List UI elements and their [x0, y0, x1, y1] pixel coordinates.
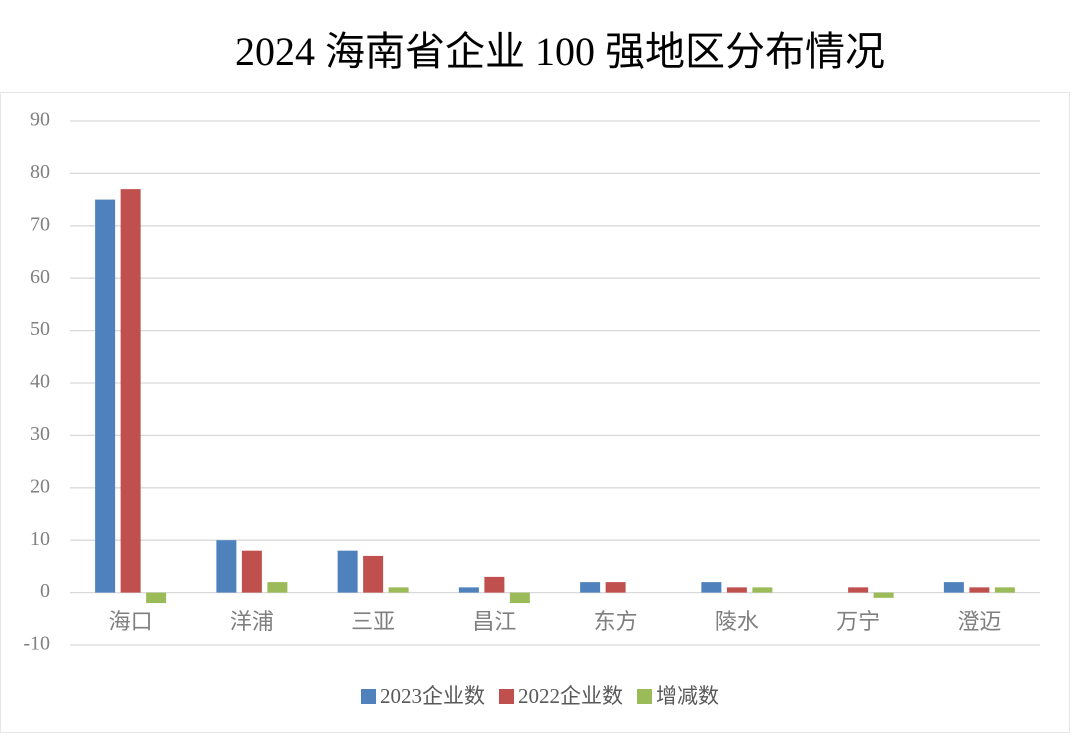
- x-tick-label: 昌江: [472, 609, 516, 634]
- chart-title: 2024 海南省企业 100 强地区分布情况: [235, 29, 885, 74]
- bar: [701, 582, 722, 593]
- legend-swatch: [499, 689, 514, 704]
- bar: [484, 576, 505, 593]
- legend-label: 增减数: [656, 684, 719, 708]
- bar: [605, 582, 626, 593]
- y-tick-label: 80: [30, 161, 50, 183]
- bar: [363, 555, 384, 593]
- x-tick-label: 三亚: [351, 609, 395, 634]
- x-tick-label: 海口: [109, 609, 153, 634]
- bar: [580, 582, 601, 593]
- bar: [752, 587, 773, 593]
- bar: [337, 550, 358, 593]
- bar: [216, 540, 237, 593]
- y-tick-label: 10: [30, 528, 50, 550]
- bar: [120, 189, 141, 593]
- y-tick-label: 30: [30, 423, 50, 445]
- legend-label: 2022企业数: [518, 684, 623, 708]
- y-tick-label: 60: [30, 266, 50, 288]
- bar: [994, 587, 1015, 593]
- y-tick-label: 70: [30, 213, 50, 235]
- y-tick-label: 40: [30, 371, 50, 393]
- bar: [848, 587, 869, 593]
- bar: [95, 199, 116, 593]
- bar: [388, 587, 409, 593]
- bar: [969, 587, 990, 593]
- bar: [726, 587, 747, 593]
- bar: [241, 550, 262, 593]
- legend-label: 2023企业数: [380, 684, 485, 708]
- chart-border: [0, 92, 1070, 733]
- x-tick-label: 澄迈: [957, 609, 1001, 634]
- bar: [509, 592, 530, 604]
- legend-swatch: [637, 689, 652, 704]
- legend-swatch: [361, 689, 376, 704]
- bar: [146, 592, 167, 604]
- x-tick-label: 洋浦: [230, 609, 274, 634]
- x-tick-label: 东方: [594, 609, 638, 634]
- y-tick-label: -10: [23, 633, 50, 655]
- y-tick-label: 90: [30, 109, 50, 131]
- bar: [458, 587, 479, 593]
- y-tick-label: 20: [30, 475, 50, 497]
- bar: [943, 582, 964, 593]
- x-tick-label: 万宁: [836, 609, 880, 634]
- x-tick-label: 陵水: [715, 609, 759, 634]
- y-tick-label: 0: [40, 580, 50, 602]
- bar: [873, 592, 894, 598]
- bar: [267, 582, 288, 593]
- y-tick-label: 50: [30, 318, 50, 340]
